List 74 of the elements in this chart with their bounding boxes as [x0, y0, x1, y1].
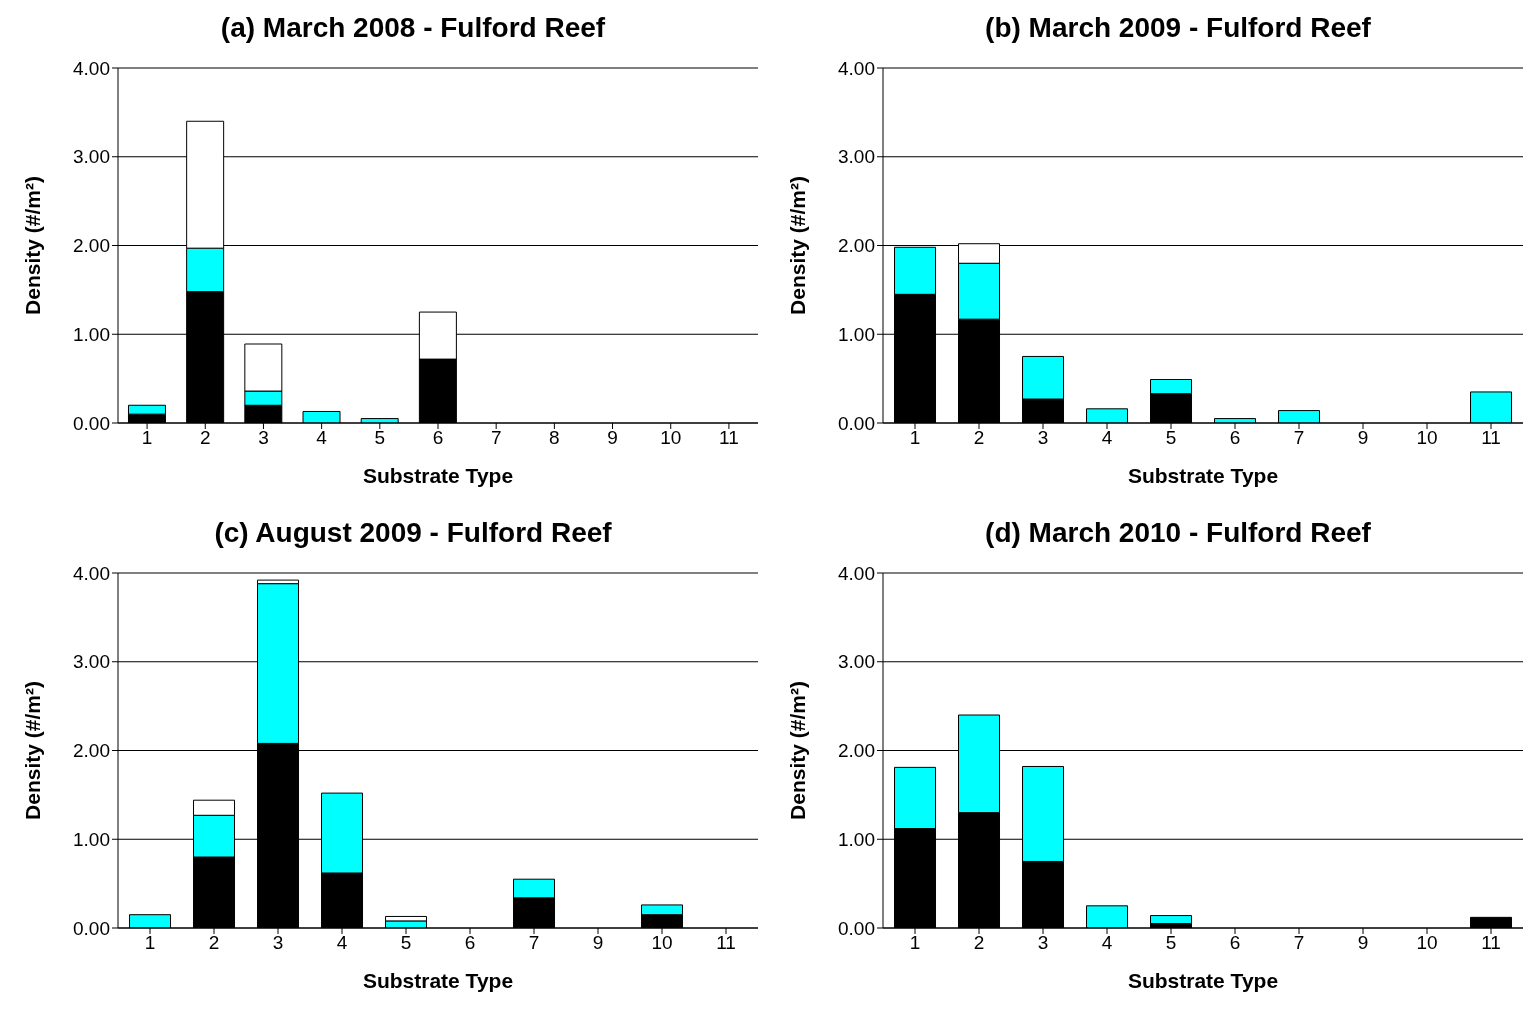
x-axis-title: Substrate Type [362, 969, 514, 992]
x-tick-label: 1 [909, 932, 921, 954]
x-tick-label: 5 [374, 427, 386, 449]
x-tick-label: 5 [1165, 427, 1177, 449]
x-tick-label: 11 [1481, 932, 1501, 954]
x-tick-label: 3 [1037, 427, 1049, 449]
x-tick-label: 9 [1357, 932, 1369, 954]
x-tick-label: 6 [464, 932, 476, 954]
x-axis-title: Substrate Type [362, 464, 514, 487]
y-tick-label: 4.00 [838, 57, 875, 79]
x-tick-label: 1 [141, 427, 153, 449]
x-tick-label: 4 [336, 932, 348, 954]
x-tick-label: 1 [144, 932, 156, 954]
x-tick-label: 9 [592, 932, 604, 954]
x-tick-label: 2 [973, 932, 985, 954]
y-tick-label: 0.00 [838, 412, 875, 434]
x-tick-label: 2 [199, 427, 211, 449]
x-tick-label: 4 [316, 427, 328, 449]
x-tick-label: 2 [973, 427, 985, 449]
x-tick-label: 2 [208, 932, 220, 954]
x-tick-label: 3 [258, 427, 269, 449]
x-tick-label: 1 [909, 427, 921, 449]
x-tick-label: 7 [490, 427, 502, 449]
y-tick-label: 0.00 [73, 917, 110, 939]
x-tick-label: 11 [1481, 427, 1501, 449]
x-tick-label: 10 [1416, 932, 1438, 954]
y-tick-label: 3.00 [73, 146, 110, 168]
x-tick-label: 7 [1293, 932, 1305, 954]
x-tick-label: 9 [607, 427, 618, 449]
y-axis-title: Density (#/m²) [21, 176, 45, 315]
y-tick-label: 3.00 [838, 651, 875, 673]
y-tick-label: 2.00 [73, 740, 110, 762]
y-tick-label: 1.00 [838, 323, 875, 345]
x-tick-label: 10 [660, 427, 682, 449]
chart-title: (d) March 2010 - Fulford Reef [984, 516, 1372, 550]
y-tick-label: 2.00 [73, 235, 110, 257]
x-axis-title: Substrate Type [1127, 969, 1279, 992]
x-tick-label: 10 [651, 932, 673, 954]
y-axis-title: Density (#/m²) [786, 681, 810, 820]
y-tick-label: 4.00 [838, 562, 875, 584]
chart-title: (b) March 2009 - Fulford Reef [984, 11, 1372, 45]
x-axis-title: Substrate Type [1127, 464, 1279, 487]
x-tick-label: 9 [1357, 427, 1369, 449]
x-tick-label: 5 [400, 932, 412, 954]
x-tick-label: 5 [1165, 932, 1177, 954]
x-tick-label: 10 [1416, 427, 1438, 449]
y-tick-label: 3.00 [838, 146, 875, 168]
y-tick-label: 2.00 [838, 235, 875, 257]
x-tick-label: 3 [272, 932, 284, 954]
y-tick-label: 0.00 [838, 917, 875, 939]
x-tick-label: 8 [549, 427, 560, 449]
bar [1150, 915, 1193, 925]
y-tick-label: 3.00 [73, 651, 110, 673]
y-axis-title: Density (#/m²) [21, 681, 45, 820]
x-tick-label: 6 [1229, 427, 1241, 449]
x-tick-label: 4 [1101, 932, 1113, 954]
chart-title: (c) August 2009 - Fulford Reef [213, 516, 613, 550]
y-tick-label: 1.00 [73, 323, 110, 345]
x-tick-label: 4 [1101, 427, 1113, 449]
y-tick-label: 2.00 [838, 740, 875, 762]
chart-title: (a) March 2008 - Fulford Reef [219, 11, 607, 45]
y-tick-label: 1.00 [73, 828, 110, 850]
x-tick-label: 11 [716, 932, 736, 954]
x-tick-label: 6 [432, 427, 444, 449]
y-tick-label: 4.00 [73, 57, 110, 79]
y-axis-title: Density (#/m²) [786, 176, 810, 315]
y-tick-label: 0.00 [73, 412, 110, 434]
x-tick-label: 7 [1293, 427, 1305, 449]
x-tick-label: 3 [1037, 932, 1049, 954]
x-tick-label: 11 [719, 427, 739, 449]
x-tick-label: 7 [528, 932, 540, 954]
x-tick-label: 6 [1229, 932, 1241, 954]
y-tick-label: 1.00 [838, 828, 875, 850]
y-tick-label: 4.00 [73, 562, 110, 584]
